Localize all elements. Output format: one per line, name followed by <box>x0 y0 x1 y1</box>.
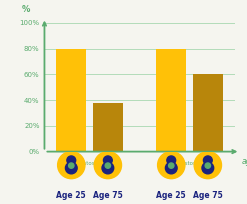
Circle shape <box>205 163 210 168</box>
Circle shape <box>167 156 176 165</box>
Circle shape <box>165 162 177 174</box>
Circle shape <box>65 162 77 174</box>
Circle shape <box>67 156 76 165</box>
Circle shape <box>103 156 112 165</box>
Text: %: % <box>21 5 30 14</box>
Circle shape <box>94 152 122 179</box>
Text: TotalTestosterone: TotalTestosterone <box>166 161 213 166</box>
Text: Age 25: Age 25 <box>156 191 186 200</box>
Text: FreeTestosterone: FreeTestosterone <box>66 161 113 166</box>
Circle shape <box>69 163 74 168</box>
Circle shape <box>102 162 114 174</box>
Circle shape <box>204 156 212 165</box>
Circle shape <box>168 163 174 168</box>
Bar <box>156 49 186 152</box>
Bar <box>56 49 86 152</box>
Circle shape <box>105 163 111 168</box>
Bar <box>93 103 123 152</box>
Circle shape <box>58 152 85 179</box>
Circle shape <box>158 152 185 179</box>
Text: Age 75: Age 75 <box>193 191 223 200</box>
Text: age: age <box>241 157 247 166</box>
Circle shape <box>202 162 214 174</box>
Circle shape <box>194 152 222 179</box>
Bar <box>193 74 223 152</box>
Text: Age 75: Age 75 <box>93 191 123 200</box>
Text: Age 25: Age 25 <box>57 191 86 200</box>
